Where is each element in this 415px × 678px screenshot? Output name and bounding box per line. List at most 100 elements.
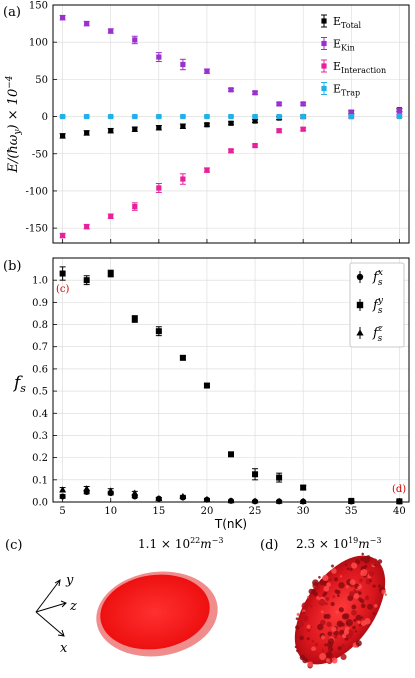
speckle-dot: [318, 598, 326, 606]
energy-point: [84, 20, 90, 27]
speckle-dot: [317, 623, 324, 631]
triad-z-arrow: [35, 602, 67, 613]
energy-y-tick-label: 50: [35, 75, 48, 86]
speckle-dot: [373, 604, 378, 608]
energy-point: [156, 113, 162, 120]
thermal-cloud-speckle: [294, 552, 387, 669]
speckle-dot: [337, 594, 340, 598]
speckle-dot: [306, 624, 311, 629]
energy-point: [228, 113, 234, 120]
speckle-dot: [327, 631, 333, 636]
fs-y-tick-label: 0.7: [32, 342, 48, 353]
triad-z-label: z: [69, 599, 77, 614]
fs-x-tick-label: 40: [393, 506, 406, 517]
marker-d: (d): [392, 484, 406, 495]
energy-point: [156, 125, 162, 131]
energy-point: [60, 15, 66, 21]
speckle-dot: [372, 584, 376, 588]
speckle-dot: [322, 593, 326, 597]
energy-point: [84, 130, 90, 136]
energy-point: [348, 113, 354, 120]
speckle-dot: [333, 630, 339, 636]
legend-label: ETrap: [333, 83, 360, 98]
legend-marker: [321, 40, 327, 47]
legend-marker: [321, 85, 327, 92]
fs-x-axis-label: T(nK): [214, 517, 247, 531]
speckle-dot: [321, 635, 326, 640]
energy-chart-grid: [53, 4, 409, 243]
speckle-dot: [295, 625, 300, 630]
speckle-dot: [377, 584, 381, 588]
fs-y-tick-label: 0.9: [32, 298, 48, 309]
speckle-dot: [333, 635, 338, 639]
fs-point-square: [59, 270, 66, 277]
density-d-label: 2.3 × 1019m−3: [296, 536, 381, 551]
energy-chart-frame: [52, 4, 410, 244]
speckle-dot: [330, 601, 335, 606]
energy-point: [204, 68, 210, 74]
speckle-dot: [351, 609, 357, 616]
speckle-dot: [361, 552, 365, 556]
speckle-dot: [326, 641, 334, 648]
fs-point-triangle: [131, 489, 139, 496]
fs-point-square: [179, 354, 186, 361]
speckle-dot: [337, 646, 342, 651]
speckle-dot: [325, 602, 328, 606]
superfluid-fraction-chart: 0.0 0.1 0.2 0.3 0.4 0.5 0.6 0.7 0.8 0.9 1.0 5 10 15 20…: [3, 257, 410, 531]
energy-point: [180, 176, 186, 182]
fs-point-circle: [356, 273, 364, 281]
fs-x-tick-label: 10: [104, 506, 117, 517]
speckle-dot: [374, 563, 377, 567]
energy-y-tick-label: -100: [26, 186, 48, 197]
fs-point-triangle: [83, 485, 91, 492]
speckle-dot: [344, 563, 348, 566]
energy-point: [156, 54, 162, 60]
energy-point: [228, 120, 234, 126]
speckle-dot: [353, 593, 359, 599]
energy-point: [396, 108, 402, 114]
legend-marker: [321, 18, 327, 24]
energy-point: [276, 101, 282, 107]
energy-point: [60, 133, 66, 139]
energy-legend: ETotal EKin EInteraction ETrap: [321, 14, 386, 98]
speckle-dot: [364, 564, 368, 569]
speckle-dot: [314, 642, 319, 647]
speckle-dot: [323, 614, 328, 619]
fs-point-triangle: [107, 487, 115, 494]
energy-point: [204, 113, 210, 120]
speckle-dot: [358, 624, 362, 627]
energy-y-tick-label: -150: [26, 224, 48, 235]
fs-y-tick-label: 0.3: [32, 431, 48, 442]
axes-triad: y z x: [35, 573, 77, 656]
fs-x-tick-label: 15: [152, 506, 165, 517]
speckle-dot: [341, 633, 347, 639]
speckle-dot: [351, 604, 357, 610]
energy-point: [252, 90, 258, 96]
speckle-dot: [354, 630, 358, 633]
speckle-dot: [319, 653, 327, 661]
legend-label: ETotal: [333, 15, 362, 30]
fs-point-square: [300, 484, 307, 491]
fs-point-triangle: [59, 486, 67, 493]
speckle-dot: [322, 574, 329, 582]
speckle-dot: [346, 622, 350, 625]
legend-label: EKin: [333, 38, 355, 53]
speckle-dot: [303, 611, 306, 614]
speckle-dot: [307, 602, 310, 606]
speckle-dot: [372, 612, 376, 615]
speckle-dot: [323, 585, 330, 592]
energy-point: [204, 122, 210, 128]
speckle-dot: [338, 607, 344, 613]
fs-chart-ticks: 0.0 0.1 0.2 0.3 0.4 0.5 0.6 0.7 0.8 0.9 1.0 5 10 15 20…: [32, 276, 406, 517]
speckle-dot: [339, 575, 343, 578]
energy-point: [132, 126, 138, 132]
energy-point: [108, 28, 114, 34]
energy-point: [180, 113, 186, 120]
speckle-dot: [381, 589, 386, 595]
speckle-dot: [359, 578, 363, 583]
energy-point: [252, 118, 258, 124]
panel-label-c: (c): [5, 538, 22, 553]
speckle-dot: [335, 610, 339, 614]
speckle-dot: [345, 585, 349, 589]
fs-point-triangle: [179, 492, 187, 499]
